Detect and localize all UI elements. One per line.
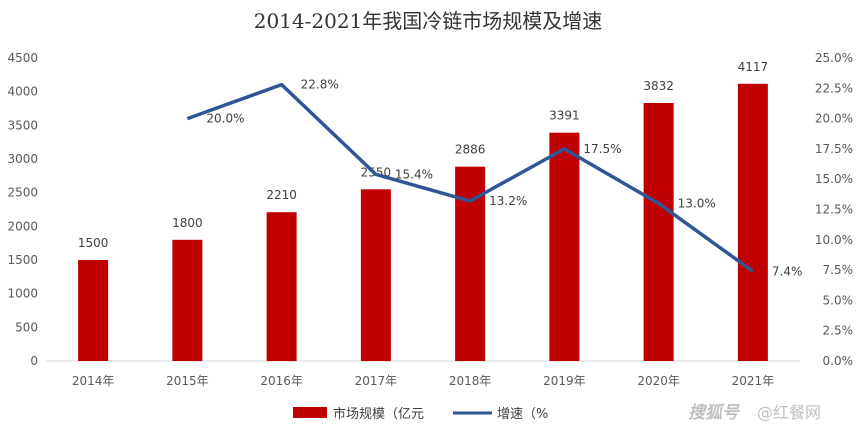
bar [266,212,297,361]
left-axis: 0 500 1000 1500 2000 2500 3000 3500 4000 4500 [7,51,38,368]
legend: 市场规模（亿元 增速（% [293,406,548,422]
watermark: 搜狐号 @红餐网 [688,403,821,423]
bar [643,102,674,361]
growth-line [186,82,754,273]
right-axis: 0.0% 2.5% 5.0% 7.5% 10.0% 12.5% 15.0% 17.5% 20.0… [815,51,853,368]
line-data-label: 13.2% [489,194,527,208]
bar-data-label: 1800 [172,216,203,230]
y-right-tick-label: 10.0% [815,233,853,247]
bar-data-label: 2886 [455,143,486,157]
y-left-tick-label: 3000 [7,152,38,166]
y-right-tick-label: 7.5% [823,263,854,277]
chart-title: 2014-2021年我国冷链市场规模及增速 [254,9,603,33]
bar-data-label: 3832 [643,79,674,93]
y-right-tick-label: 12.5% [815,203,853,217]
x-tick-label: 2018年 [449,374,492,388]
y-left-tick-label: 2500 [7,186,38,200]
y-right-tick-label: 17.5% [815,142,853,156]
legend-label-bar: 市场规模（亿元 [333,406,424,422]
y-left-tick-label: 4500 [7,51,38,65]
x-tick-label: 2014年 [72,374,115,388]
legend-label-line: 增速（% [497,407,548,422]
y-right-tick-label: 5.0% [823,293,854,307]
bar [172,239,203,361]
y-right-tick-label: 20.0% [815,112,853,126]
bar [360,189,391,361]
x-tick-label: 2021年 [732,374,775,388]
watermark-logo: 搜狐号 [688,403,741,423]
bar [737,83,768,361]
watermark-text: @红餐网 [757,403,821,422]
x-tick-label: 2020年 [637,374,680,388]
line-data-label: 15.4% [395,167,433,181]
x-axis: 2014年 2015年 2016年 2017年 2018年 2019年 2020年 2021年 [72,374,774,388]
bar-series [78,83,768,361]
y-left-tick-label: 1000 [7,287,38,301]
bar [549,132,580,361]
line-data-label: 7.4% [772,264,803,278]
legend-swatch-bar [293,407,327,418]
y-right-tick-label: 2.5% [823,324,854,338]
x-tick-label: 2016年 [260,374,303,388]
bar-data-label: 3391 [549,109,580,123]
x-tick-label: 2015年 [166,374,209,388]
y-right-tick-label: 0.0% [823,354,854,368]
y-right-tick-label: 25.0% [815,51,853,65]
line-series [186,82,754,273]
y-left-tick-label: 2000 [7,219,38,233]
bar-data-label: 4117 [738,60,769,74]
y-left-tick-label: 500 [15,320,38,334]
bar-data-label: 2210 [266,188,297,202]
line-data-label: 13.0% [678,196,716,210]
y-right-tick-label: 22.5% [815,81,853,95]
line-data-label: 17.5% [583,142,621,156]
bar [78,260,109,361]
line-data-label: 22.8% [301,78,339,92]
y-left-tick-label: 4000 [7,85,38,99]
y-left-tick-label: 3500 [7,118,38,132]
y-right-tick-label: 15.0% [815,172,853,186]
y-left-tick-label: 0 [30,354,38,368]
x-tick-label: 2017年 [355,374,398,388]
bar-data-label: 1500 [78,236,109,250]
x-tick-label: 2019年 [543,374,586,388]
line-data-label: 20.0% [206,112,244,126]
y-left-tick-label: 1500 [7,253,38,267]
line-labels: 20.0% 22.8% 15.4% 13.2% 17.5% 13.0% 7.4% [206,78,802,279]
